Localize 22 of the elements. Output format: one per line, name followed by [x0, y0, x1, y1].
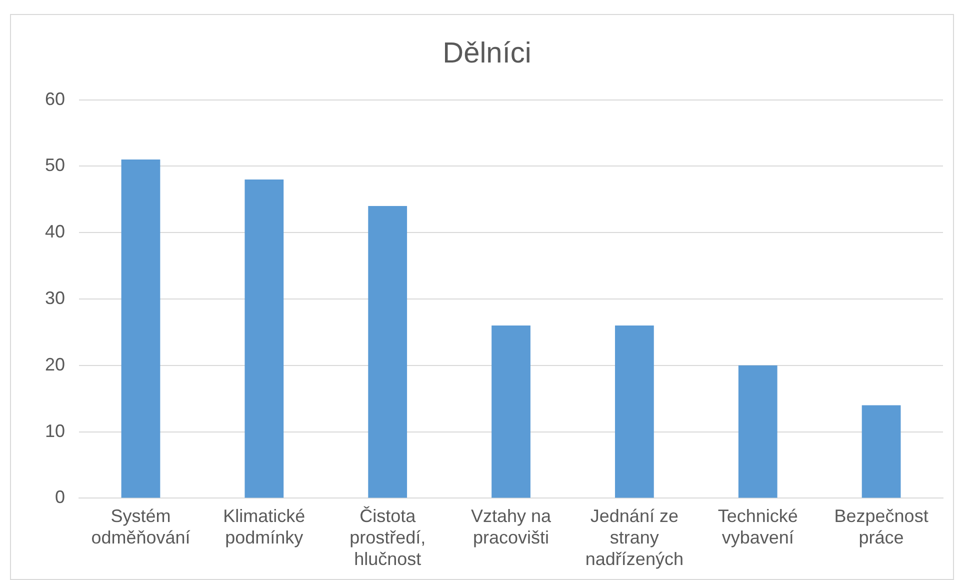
- x-tick-label: Technické vybavení: [718, 506, 798, 548]
- chart-title: Dělníci: [442, 37, 532, 70]
- bar: [614, 326, 654, 498]
- y-tick-label: 20: [44, 354, 66, 374]
- bar: [862, 405, 901, 498]
- x-tick-label: Bezpečnost práce: [834, 506, 928, 548]
- x-tick-label: Jednání ze strany nadřízených: [585, 506, 684, 570]
- bar: [121, 160, 160, 498]
- x-tick-label: Klimatické podmínky: [223, 506, 306, 548]
- bar: [244, 179, 284, 498]
- x-tick-label: Vztahy na pracovišti: [470, 506, 552, 548]
- x-tick-label: Čistota prostředí, hlučnost: [350, 506, 426, 570]
- bar: [738, 365, 778, 498]
- x-tick-label: Systém odměňování: [91, 506, 190, 548]
- y-tick-label: 60: [44, 88, 66, 109]
- y-tick-label: 0: [55, 487, 66, 508]
- y-tick-label: 40: [44, 222, 66, 242]
- bar: [492, 326, 530, 498]
- y-tick-label: 30: [44, 288, 66, 308]
- y-tick-label: 10: [44, 420, 66, 441]
- bar: [368, 206, 408, 498]
- y-tick-label: 50: [44, 155, 66, 176]
